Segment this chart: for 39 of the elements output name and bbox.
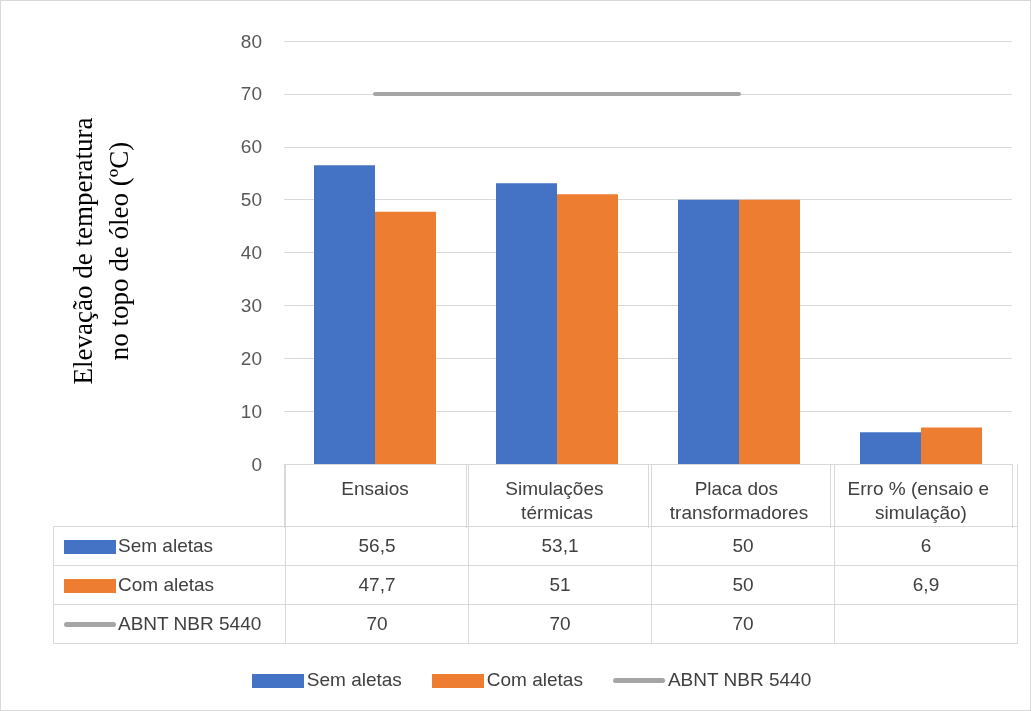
x-tick-label: Simulações térmicas <box>505 477 609 523</box>
y-tick-label: 30 <box>240 294 262 316</box>
bar <box>375 211 436 464</box>
bar <box>739 199 800 464</box>
y-tick-label: 70 <box>240 83 262 105</box>
x-tick-label: Ensaios <box>341 477 409 499</box>
x-tick-label: Placa dos transformadores <box>669 477 809 523</box>
data-label: 53,1 <box>468 526 652 566</box>
data-label: 6 <box>834 526 1018 566</box>
text: Sem aletas <box>306 669 402 690</box>
data-label: 70 <box>651 604 835 644</box>
bar <box>496 183 557 464</box>
data-label: 70 <box>468 604 652 644</box>
y-tick-label: 50 <box>240 189 262 211</box>
data-label: 56,5 <box>285 526 469 566</box>
bar <box>557 194 618 464</box>
bar <box>921 427 982 464</box>
text: ABNT NBR 5440 <box>667 669 812 690</box>
y-axis-title: Elevação de temperatura no topo de óleo (ºC) <box>68 117 134 385</box>
text: Com aletas <box>486 669 583 690</box>
data-label: 6,9 <box>834 565 1018 605</box>
data-label: 50 <box>651 526 835 566</box>
legend-label: ABNT NBR 5440 <box>118 613 262 634</box>
y-tick-label: 40 <box>240 242 262 263</box>
y-tick-label: 60 <box>240 136 262 158</box>
data-label: 47,7 <box>285 565 469 605</box>
y-tick-label: 80 <box>240 30 262 52</box>
data-label: 50 <box>651 565 835 605</box>
legend-label: Sem aletas <box>118 535 214 556</box>
x-tick-label: Erro % (ensaio e simulação) <box>847 477 995 523</box>
bar <box>678 199 739 464</box>
y-tick-label: 20 <box>240 347 262 369</box>
y-tick-label: 10 <box>240 400 262 422</box>
data-label: 70 <box>285 604 469 644</box>
legend-label: Com aletas <box>118 574 215 595</box>
y-tick-label: 0 <box>251 453 262 475</box>
data-label: 51 <box>468 565 652 605</box>
bar <box>860 432 921 464</box>
bar <box>314 165 375 464</box>
